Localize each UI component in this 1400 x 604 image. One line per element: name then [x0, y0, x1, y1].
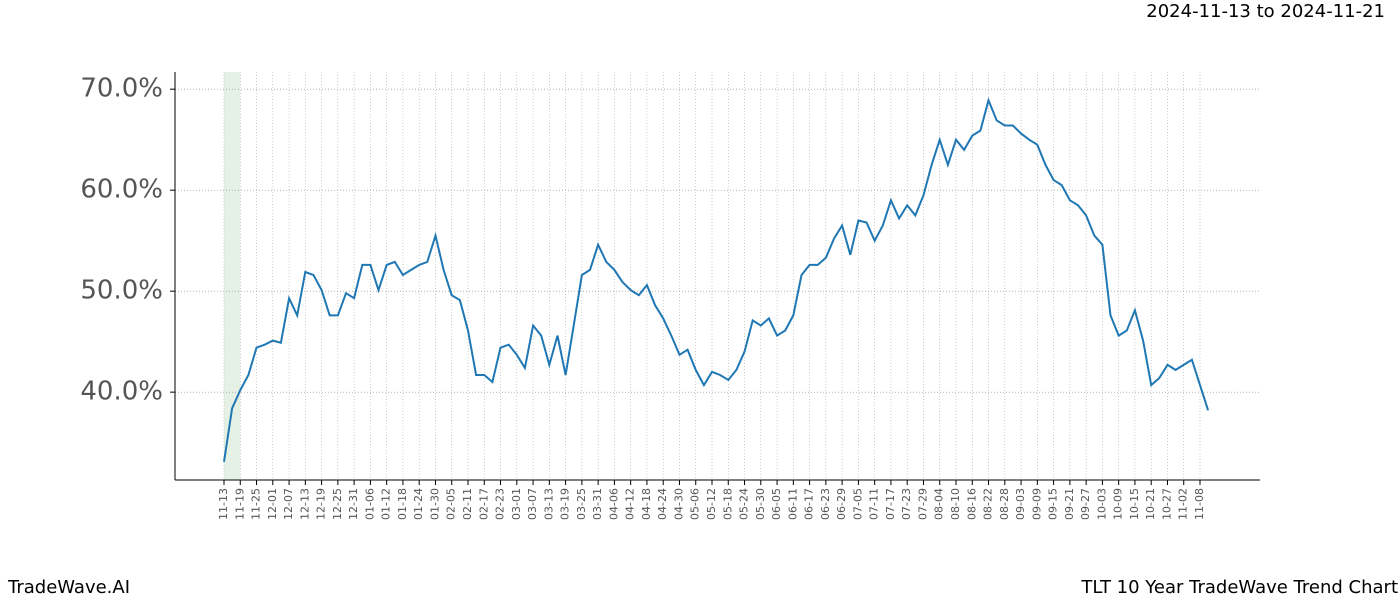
x-tick-label: 05-30 — [754, 488, 767, 520]
x-tick-label: 09-09 — [1030, 488, 1043, 520]
x-tick-label: 01-06 — [363, 488, 376, 520]
x-tick-label: 03-07 — [526, 488, 539, 520]
x-tick-label: 10-15 — [1128, 488, 1141, 520]
x-tick-label: 09-03 — [1014, 488, 1027, 520]
x-tick-label: 07-17 — [884, 488, 897, 520]
chart-name: TLT 10 Year TradeWave Trend Chart — [1080, 577, 1398, 598]
x-tick-label: 04-12 — [624, 488, 637, 520]
y-tick-label: 70.0% — [80, 74, 163, 104]
x-tick-label: 04-18 — [640, 488, 653, 520]
x-tick-label: 05-12 — [705, 488, 718, 520]
x-tick-label: 03-01 — [510, 488, 523, 520]
x-tick-label: 02-05 — [445, 488, 458, 520]
x-tick-label: 02-23 — [494, 488, 507, 520]
x-tick-label: 06-23 — [819, 488, 832, 520]
x-tick-label: 07-29 — [916, 488, 929, 520]
x-tick-label: 12-31 — [347, 488, 360, 520]
x-tick-label: 05-06 — [689, 488, 702, 520]
x-tick-label: 11-08 — [1193, 488, 1206, 520]
x-tick-label: 06-17 — [803, 488, 816, 520]
x-tick-label: 11-19 — [233, 488, 246, 520]
x-tick-label: 08-04 — [933, 488, 946, 520]
x-tick-label: 05-24 — [738, 488, 751, 520]
x-tick-label: 09-27 — [1079, 488, 1092, 520]
brand: TradeWave.AI — [7, 577, 130, 598]
x-tick-label: 08-10 — [949, 488, 962, 520]
x-tick-label: 08-22 — [982, 488, 995, 520]
x-tick-label: 03-13 — [542, 488, 555, 520]
y-tick-label: 40.0% — [80, 377, 163, 407]
x-tick-label: 02-11 — [461, 488, 474, 520]
x-tick-label: 01-30 — [428, 488, 441, 520]
y-tick-label: 60.0% — [80, 175, 163, 205]
y-tick-label: 50.0% — [80, 276, 163, 306]
x-tick-label: 07-23 — [900, 488, 913, 520]
x-tick-label: 03-19 — [559, 488, 572, 520]
line — [223, 97, 1210, 462]
date-range: 2024-11-13 to 2024-11-21 — [1146, 1, 1385, 22]
x-tick-label: 10-27 — [1160, 488, 1173, 520]
x-tick-label: 03-25 — [575, 488, 588, 520]
highlight-band — [224, 72, 241, 480]
x-tick-label: 10-03 — [1095, 488, 1108, 520]
x-tick-label: 12-25 — [331, 488, 344, 520]
x-tick-label: 10-09 — [1112, 488, 1125, 520]
x-tick-label: 11-02 — [1177, 488, 1190, 520]
x-tick-label: 12-01 — [266, 488, 279, 520]
x-tick-label: 01-18 — [396, 488, 409, 520]
x-tick-label: 10-21 — [1144, 488, 1157, 520]
x-tick-label: 06-11 — [786, 488, 799, 520]
x-tick-label: 06-05 — [770, 488, 783, 520]
x-tick-label: 06-29 — [835, 488, 848, 520]
x-tick-label: 01-12 — [380, 488, 393, 520]
x-tick-label: 11-25 — [250, 488, 263, 520]
x-tick-label: 08-28 — [998, 488, 1011, 520]
x-tick-label: 07-11 — [868, 488, 881, 520]
x-tick-label: 04-24 — [656, 488, 669, 520]
x-tick-label: 02-17 — [477, 488, 490, 520]
x-tick-label: 11-13 — [217, 488, 230, 520]
x-tick-label: 07-05 — [851, 488, 864, 520]
x-tick-label: 03-31 — [591, 488, 604, 520]
x-tick-label: 01-24 — [412, 488, 425, 520]
x-tick-label: 04-06 — [607, 488, 620, 520]
x-tick-label: 04-30 — [672, 488, 685, 520]
x-tick-label: 08-16 — [965, 488, 978, 520]
x-tick-label: 12-13 — [298, 488, 311, 520]
x-tick-label: 12-19 — [315, 488, 328, 520]
x-tick-label: 09-15 — [1047, 488, 1060, 520]
x-tick-label: 05-18 — [721, 488, 734, 520]
x-tick-label: 12-07 — [282, 488, 295, 520]
x-tick-label: 09-21 — [1063, 488, 1076, 520]
